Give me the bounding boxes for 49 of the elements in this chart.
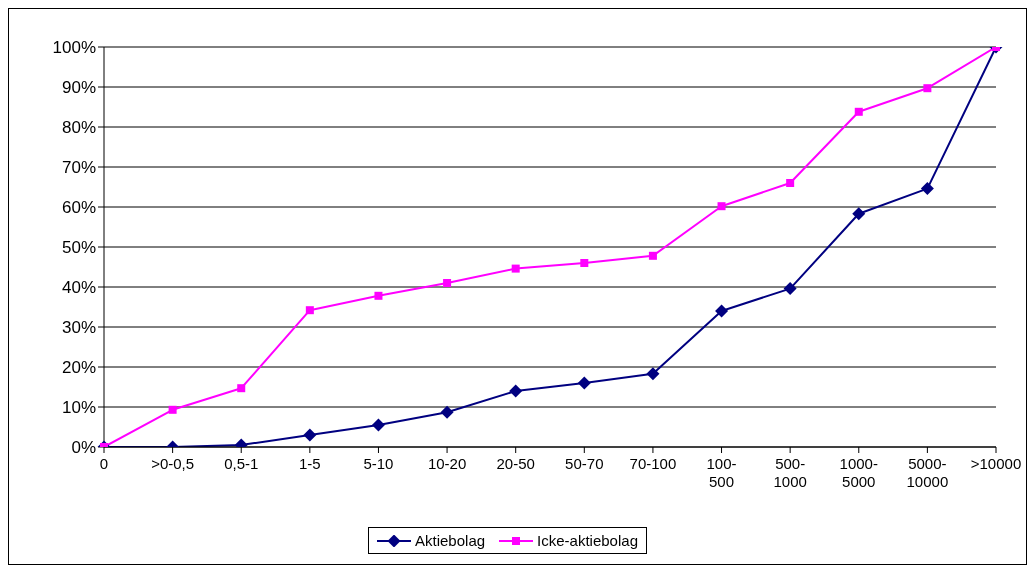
y-tick-label: 30% [61, 318, 96, 338]
point [509, 384, 523, 398]
point [443, 279, 452, 287]
x-tick-label: 0,5-1 [224, 455, 259, 472]
y-tick-label: 20% [61, 358, 96, 378]
y-tick-label: 10% [61, 398, 96, 418]
point [786, 179, 795, 187]
y-tick-label: 60% [61, 198, 96, 218]
point [854, 107, 863, 116]
y-tick-label: 100% [52, 38, 96, 58]
y-tick-label: 0% [71, 438, 96, 458]
y-tick-label: 50% [61, 238, 96, 258]
x-tick-label: 10-20 [427, 455, 467, 472]
x-tick-label: 5000-10000 [906, 455, 949, 490]
point [305, 306, 314, 315]
y-tick-label: 40% [61, 278, 96, 298]
x-tick-label: 50-70 [565, 455, 604, 472]
point [920, 182, 934, 196]
x-tick-label: 100-500 [706, 455, 737, 490]
point [303, 428, 317, 442]
point [715, 304, 729, 318]
point [237, 384, 246, 393]
point [852, 207, 866, 221]
point [371, 418, 385, 432]
y-tick-label: 90% [61, 78, 96, 98]
point [374, 291, 383, 300]
point [577, 376, 591, 390]
legend-label: Aktiebolag [414, 532, 486, 549]
y-tick-label: 70% [61, 158, 96, 178]
point [923, 84, 932, 93]
x-tick-label: 20-50 [496, 455, 535, 472]
point [580, 259, 589, 267]
x-tick-label: 0 [99, 455, 109, 472]
legend-label: Icke-aktiebolag [536, 532, 638, 549]
x-tick-label: 5-10 [363, 455, 394, 472]
point [648, 251, 657, 260]
point [717, 202, 726, 211]
x-tick-label: 500-1000 [773, 455, 807, 490]
point [646, 367, 660, 381]
point [168, 405, 177, 414]
x-tick-label: 70-100 [629, 455, 677, 472]
point [511, 264, 520, 273]
x-tick-label: 1000-5000 [839, 455, 878, 490]
x-tick-label: >0-0,5 [151, 455, 195, 472]
point [783, 282, 797, 296]
x-tick-label: >10000 [970, 455, 1022, 472]
y-tick-label: 80% [61, 118, 96, 138]
x-tick-label: 1-5 [299, 455, 321, 472]
point [440, 405, 454, 419]
